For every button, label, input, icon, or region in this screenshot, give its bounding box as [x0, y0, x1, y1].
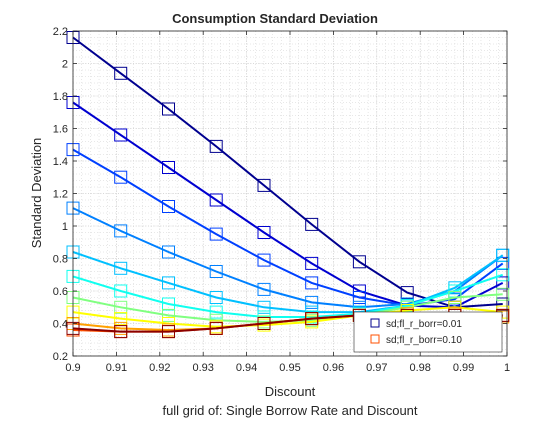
- data-point-marker: [305, 256, 319, 270]
- x-tick-label: 0.95: [279, 362, 300, 374]
- data-point-marker: [257, 226, 271, 239]
- data-point-marker: [162, 200, 175, 213]
- data-point-marker: [209, 305, 223, 319]
- data-point-marker: [496, 268, 510, 282]
- series-line-8: [72, 306, 503, 328]
- legend-box: [353, 311, 503, 353]
- data-point-marker: [209, 321, 223, 335]
- data-point-marker: [496, 276, 510, 290]
- data-point-marker: [305, 276, 319, 290]
- data-point-marker: [162, 325, 175, 339]
- data-point-marker: [305, 217, 319, 231]
- x-tick-label: 1: [504, 362, 510, 374]
- chart-title: Consumption Standard Deviation: [172, 11, 378, 26]
- y-tick-label: 1: [62, 221, 68, 233]
- x-tick-label: 0.9: [65, 362, 80, 374]
- series-line-2: [72, 101, 504, 309]
- y-axis: 0.2 0.4 0.6 0.8 1 1.2 1.4 1.6 1.8 2 2.2: [53, 26, 507, 363]
- data-point-marker: [257, 317, 271, 330]
- x-tick-label: 0.99: [453, 362, 474, 374]
- data-point-marker: [352, 255, 366, 269]
- data-point-marker: [162, 276, 175, 290]
- series-line-5: [72, 251, 504, 314]
- x-tick-label: 0.94: [236, 362, 257, 374]
- y-tick-label: 0.6: [53, 286, 68, 298]
- y-axis-label: Standard Deviation: [29, 138, 44, 249]
- x-tick-label: 0.96: [323, 362, 344, 374]
- legend-label-1: sd;fl_r_borr=0.01: [386, 319, 462, 330]
- data-point-marker: [162, 102, 175, 116]
- x-tick-label: 0.93: [192, 362, 213, 374]
- data-point-marker: [114, 66, 128, 80]
- y-tick-label: 0.4: [53, 319, 68, 331]
- data-point-marker: [114, 170, 128, 184]
- y-tick-label: 1.6: [53, 124, 68, 136]
- data-point-marker: [209, 265, 223, 278]
- x-tick-label: 0.98: [409, 362, 430, 374]
- data-point-marker: [114, 261, 128, 275]
- x-axis-label: Discount: [265, 384, 316, 399]
- data-point-marker: [162, 297, 175, 311]
- data-point-marker: [114, 128, 128, 142]
- data-point-marker: [448, 291, 462, 304]
- data-point-marker: [257, 253, 271, 267]
- data-point-marker: [257, 282, 271, 296]
- legend-marker-1: [370, 318, 380, 328]
- data-point-marker: [114, 284, 128, 298]
- data-point-marker: [496, 297, 510, 311]
- data-point-marker: [305, 312, 319, 326]
- data-point-marker: [162, 161, 175, 174]
- x-tick-label: 0.92: [149, 362, 170, 374]
- x-axis: 0.9 0.91 0.92 0.93 0.94 0.95 0.96 0.97 0.98 0.99 1: [65, 31, 510, 374]
- data-point-marker: [114, 312, 128, 326]
- x-tick-label: 0.97: [366, 362, 387, 374]
- y-tick-label: 1.4: [53, 156, 68, 168]
- data-point-marker: [114, 300, 128, 314]
- data-point-marker: [305, 295, 319, 309]
- y-tick-label: 2: [62, 59, 68, 71]
- y-tick-label: 0.2: [53, 351, 68, 363]
- data-point-marker: [496, 248, 510, 262]
- data-point-marker: [162, 245, 175, 259]
- data-point-marker: [400, 286, 414, 300]
- y-tick-label: 1.2: [53, 189, 68, 201]
- legend-label-2: sd;fl_r_borr=0.10: [386, 335, 462, 346]
- data-point-marker: [114, 325, 128, 339]
- data-point-marker: [209, 139, 223, 153]
- data-point-marker: [496, 256, 510, 270]
- y-tick-label: 0.8: [53, 254, 68, 266]
- data-point-marker: [257, 300, 271, 314]
- data-point-marker: [209, 227, 223, 241]
- series-line-6: [72, 273, 504, 318]
- data-point-marker: [209, 291, 223, 304]
- data-point-marker: [257, 178, 271, 192]
- data-point-marker: [496, 287, 510, 301]
- data-point-marker: [209, 193, 223, 207]
- legend-marker-2: [370, 334, 380, 344]
- chart-caption: full grid of: Single Borrow Rate and Dis…: [162, 403, 417, 418]
- data-point-marker: [352, 291, 366, 304]
- x-tick-label: 0.91: [106, 362, 127, 374]
- legend: sd;fl_r_borr=0.01 sd;fl_r_borr=0.10: [353, 311, 503, 353]
- series-line-1: [72, 36, 503, 309]
- y-tick-label: 1.8: [53, 91, 68, 103]
- data-point-marker: [162, 308, 175, 322]
- y-tick-label: 2.2: [53, 26, 68, 38]
- data-point-marker: [114, 224, 128, 238]
